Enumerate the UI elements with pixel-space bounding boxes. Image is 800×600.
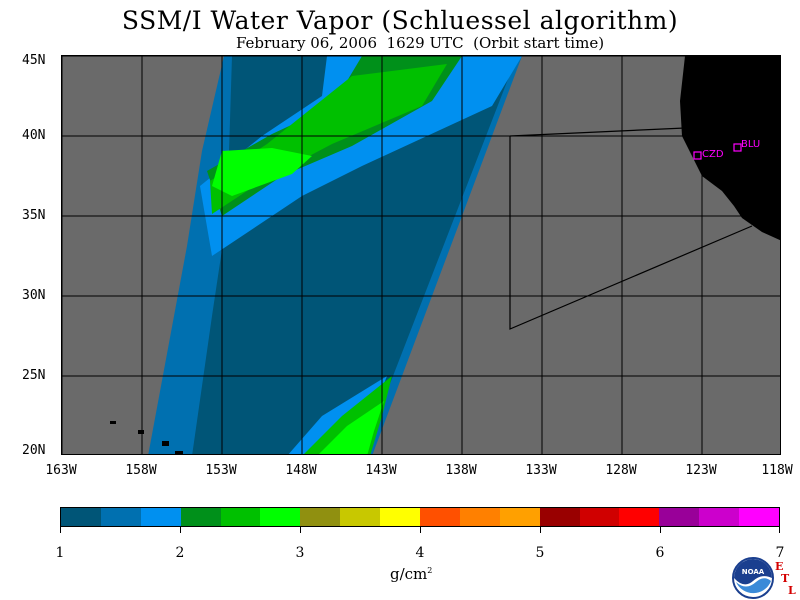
colorbar-swatch [420,508,460,526]
latitude-label: 40N [22,128,46,143]
colorbar-swatch [260,508,301,526]
svg-text:NOAA: NOAA [742,568,765,576]
longitude-label: 123W [685,463,717,478]
longitude-label: 118W [761,463,793,478]
map-frame: CZD BLU [61,55,781,455]
colorbar-swatch [699,508,740,526]
colorbar-swatch [220,508,261,526]
colorbar-swatch [340,508,381,526]
vapor-band-north-lime [212,148,312,196]
colorbar-unit: g/cm2 [390,565,433,583]
page-subtitle: February 06, 2006 1629 UTC (Orbit start … [235,34,605,52]
colorbar-tick [779,527,780,533]
longitude-label: 143W [365,463,397,478]
colorbar-tick [540,527,541,533]
colorbar-tick-label: 6 [655,545,665,561]
colorbar-tick-label: 4 [415,545,425,561]
lat-lon-grid [62,56,780,454]
colorbar-swatch [579,508,620,526]
colorbar [60,507,780,527]
colorbar-swatch [61,508,101,526]
colorbar-tick [60,527,61,533]
satellite-swath [148,56,522,454]
etl-e: E [775,560,784,573]
colorbar-swatch [539,508,580,526]
colorbar-tick [420,527,421,533]
longitude-label: 128W [605,463,637,478]
colorbar-swatch [300,508,341,526]
latitude-label: 35N [22,208,46,223]
colorbar-tick-label: 3 [295,545,305,561]
longitude-label: 158W [125,463,157,478]
colorbar-swatch [459,508,500,526]
colorbar-tick [660,527,661,533]
colorbar-tick-label: 1 [55,545,65,561]
vapor-band-north-blue [200,56,522,256]
colorbar-swatch [619,508,660,526]
colorbar-swatch [659,508,700,526]
latitude-label: 25N [22,368,46,383]
colorbar-tick [300,527,301,533]
hawaiian-islands [110,421,183,454]
longitude-label: 163W [45,463,77,478]
page-title: SSM/I Water Vapor (Schluessel algorithm) [121,6,679,35]
vapor-band-south-lime [319,401,384,454]
colorbar-tick [180,527,181,533]
longitude-label: 148W [285,463,317,478]
longitude-label: 153W [205,463,237,478]
etl-l: L [788,584,796,597]
colorbar-swatch [100,508,141,526]
longitude-label: 138W [445,463,477,478]
water-vapor-map: CZD BLU [62,56,780,454]
noaa-logo-icon: NOAA [732,557,774,599]
station-label-blu: BLU [741,139,760,150]
etl-t: T [781,572,790,585]
longitude-label: 133W [525,463,557,478]
latitude-label: 20N [22,443,46,458]
colorbar-swatch [499,508,540,526]
california-land [680,56,780,241]
colorbar-swatch [739,508,780,526]
colorbar-tick-label: 5 [535,545,545,561]
colorbar-swatch [380,508,421,526]
colorbar-tick-label: 2 [175,545,185,561]
track-line-top [509,127,686,137]
latitude-label: 45N [22,53,46,68]
station-czd[interactable]: CZD [693,149,724,160]
track-line [509,136,753,330]
colorbar-swatch [140,508,181,526]
latitude-label: 30N [22,288,46,303]
station-label-czd: CZD [702,149,724,160]
colorbar-tick-label: 7 [775,545,785,561]
colorbar-swatch [180,508,221,526]
station-blu[interactable]: BLU [733,139,760,152]
